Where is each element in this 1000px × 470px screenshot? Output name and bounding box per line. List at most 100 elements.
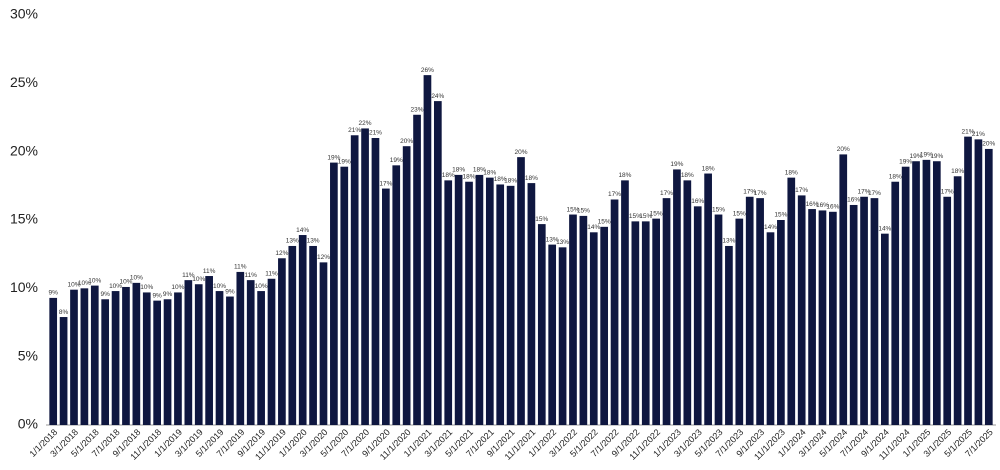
value-label: 17% bbox=[868, 190, 881, 197]
bar bbox=[111, 291, 120, 425]
bar bbox=[288, 245, 297, 425]
value-label: 8% bbox=[59, 309, 69, 316]
value-label: 18% bbox=[681, 172, 694, 179]
value-label: 20% bbox=[514, 149, 527, 156]
bar bbox=[246, 280, 255, 425]
value-label: 16% bbox=[847, 197, 860, 204]
bar bbox=[984, 148, 993, 425]
value-label: 18% bbox=[525, 175, 538, 182]
value-label: 18% bbox=[494, 176, 507, 183]
value-label: 15% bbox=[577, 208, 590, 215]
value-label: 11% bbox=[182, 272, 195, 279]
bar bbox=[766, 232, 775, 425]
value-label: 15% bbox=[566, 206, 579, 213]
value-label: 15% bbox=[535, 216, 548, 223]
value-label: 13% bbox=[307, 238, 320, 245]
y-tick-label: 20% bbox=[10, 142, 38, 158]
value-label: 13% bbox=[556, 239, 569, 246]
bar bbox=[745, 196, 754, 425]
bar bbox=[205, 276, 213, 425]
value-label: 17% bbox=[743, 188, 756, 195]
bar bbox=[641, 221, 650, 425]
value-label: 9% bbox=[163, 291, 173, 298]
value-label: 10% bbox=[140, 284, 153, 291]
value-label: 10% bbox=[67, 281, 80, 288]
value-label: 9% bbox=[48, 290, 58, 297]
value-label: 13% bbox=[286, 238, 299, 245]
bar bbox=[652, 218, 660, 425]
bar bbox=[631, 221, 640, 425]
y-tick-label: 30% bbox=[10, 6, 38, 22]
bar bbox=[319, 262, 328, 425]
value-label: 19% bbox=[670, 161, 683, 168]
value-label: 16% bbox=[826, 204, 839, 211]
value-label: 13% bbox=[722, 238, 735, 245]
bar bbox=[184, 280, 193, 425]
value-label: 23% bbox=[411, 106, 424, 113]
bar bbox=[267, 278, 276, 425]
value-label: 18% bbox=[951, 168, 964, 175]
value-label: 20% bbox=[837, 146, 850, 153]
value-label: 16% bbox=[691, 198, 704, 205]
y-tick-label: 10% bbox=[10, 279, 38, 295]
bar bbox=[465, 181, 473, 425]
value-label: 17% bbox=[941, 188, 954, 195]
value-label: 15% bbox=[712, 206, 725, 213]
bar bbox=[413, 114, 421, 426]
y-tick-label: 15% bbox=[10, 211, 38, 227]
bar bbox=[797, 195, 806, 425]
bar bbox=[537, 224, 546, 425]
y-tick-label: 5% bbox=[18, 347, 38, 363]
value-label: 15% bbox=[733, 210, 746, 217]
bar bbox=[506, 185, 515, 425]
value-label: 11% bbox=[234, 264, 247, 271]
bar bbox=[673, 169, 681, 425]
value-label: 17% bbox=[660, 190, 673, 197]
value-label: 14% bbox=[296, 227, 309, 234]
bar bbox=[423, 75, 432, 425]
value-label: 18% bbox=[702, 165, 715, 172]
value-label: 22% bbox=[359, 120, 372, 127]
value-label: 12% bbox=[317, 254, 330, 261]
bar bbox=[142, 292, 151, 425]
value-label: 10% bbox=[78, 280, 91, 287]
bar bbox=[309, 245, 317, 425]
bar bbox=[371, 138, 380, 425]
value-label: 21% bbox=[348, 127, 361, 134]
bar bbox=[226, 296, 234, 425]
value-label: 14% bbox=[878, 225, 891, 232]
bar bbox=[433, 101, 442, 425]
value-label: 24% bbox=[431, 93, 444, 100]
bar bbox=[735, 218, 744, 425]
value-label: 18% bbox=[463, 173, 476, 180]
bar bbox=[382, 188, 390, 425]
bar bbox=[298, 235, 307, 425]
value-label: 19% bbox=[930, 153, 943, 160]
value-label: 10% bbox=[213, 283, 226, 290]
bar bbox=[662, 198, 671, 425]
value-label: 18% bbox=[618, 172, 631, 179]
y-tick-label: 0% bbox=[18, 416, 38, 432]
value-label: 10% bbox=[192, 276, 205, 283]
bar bbox=[496, 184, 505, 425]
value-label: 10% bbox=[171, 284, 184, 291]
bar bbox=[912, 161, 920, 425]
bar bbox=[49, 297, 58, 425]
bar bbox=[725, 245, 733, 425]
value-label: 11% bbox=[203, 268, 216, 275]
bar bbox=[756, 198, 764, 425]
bar bbox=[839, 154, 848, 425]
bar bbox=[485, 177, 494, 425]
bar bbox=[953, 176, 962, 425]
bar bbox=[974, 139, 983, 425]
bar bbox=[215, 291, 224, 425]
bar bbox=[558, 247, 567, 425]
value-label: 18% bbox=[473, 167, 486, 174]
value-label: 11% bbox=[244, 272, 257, 279]
bar bbox=[59, 317, 68, 425]
value-label: 21% bbox=[962, 128, 975, 135]
bar bbox=[964, 136, 972, 425]
bar bbox=[517, 157, 525, 425]
